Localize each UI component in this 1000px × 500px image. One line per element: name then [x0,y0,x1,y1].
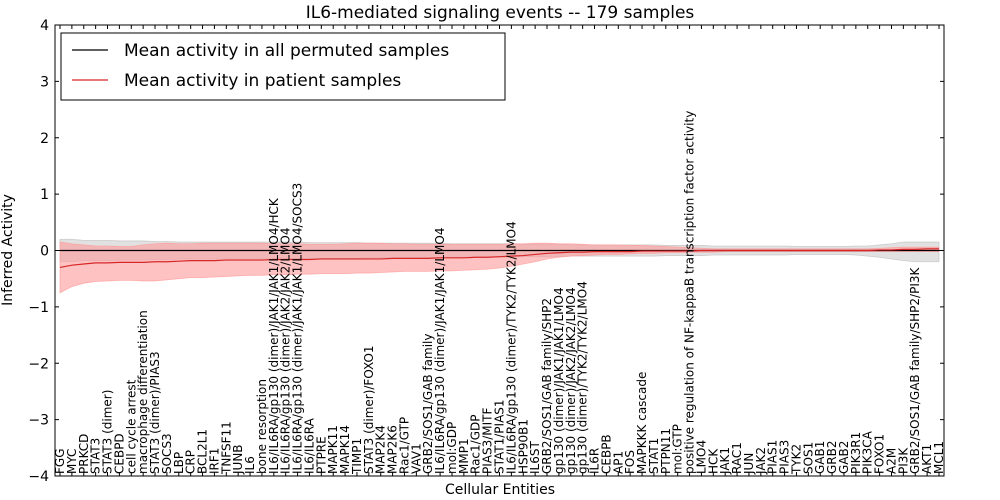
category-label: GRB2 [825,440,839,474]
category-label: Rac1/GTP [397,417,411,474]
category-label: STAT3 (dimer)/PIAS3 [148,351,162,474]
y-tick-label: −3 [28,413,49,429]
legend: Mean activity in all permuted samples Me… [60,32,506,101]
chart-title: IL6-mediated signaling events -- 179 sam… [306,3,695,23]
category-label: IL6/IL6RA/gp130 (dimer)/JAK2/JAK2/LMO4 [279,228,293,474]
category-label: MAP2K6 [386,425,400,474]
category-label: MYC [65,449,79,474]
category-label: GRB2/SOS1/GAB family/SHP2/PI3K [908,266,922,474]
y-tick-label: 0 [40,244,49,260]
category-label: gp130 (dimer)/JAK1/JAK1/LMO4 [552,287,566,474]
category-label: Rac1/GDP [469,415,483,474]
y-tick-label: −4 [28,469,49,485]
axes [54,24,945,477]
y-tick-label: −1 [28,300,49,316]
category-label: MAPK11 [326,425,340,474]
category-label: PTPN11 [659,428,673,474]
category-label: MAPKKK cascade [635,372,649,474]
category-label: STAT3 [89,438,103,474]
category-label: TYK2 [789,444,803,475]
category-label: IL6/IL6RA/gp130 (dimer)/JAK1/JAK1/LMO4/H… [267,197,281,474]
category-label: AP1 [611,451,625,474]
category-label: IL6/IL6RA [302,417,316,474]
y-tick-label: 2 [40,131,49,147]
category-label: IL6R [588,448,602,474]
category-label: STAT3 (dimer)/FOXO1 [362,345,376,474]
category-label: MAP2K4 [374,425,388,474]
legend-label-permuted: Mean activity in all permuted samples [124,41,449,61]
category-label: JAK1 [718,447,732,475]
category-label: PIK3R1 [849,432,863,474]
y-tick-label: 3 [40,74,49,90]
category-label: PTPRE [314,436,328,474]
category-label: JUN [742,453,756,475]
category-label: macrophage differentiation [136,310,150,474]
category-label: PIAS3/MITF [481,407,495,474]
category-label: BCL2L1 [196,429,210,474]
category-label: STAT1/PIAS1 [493,399,507,474]
category-label: IL6 [243,456,257,474]
category-label: PI3K [896,447,910,474]
category-label: IL6/IL6RA/gp130 (dimer)/TYK2/TYK2/LMO4 [504,221,518,474]
category-label: FOS [623,450,637,474]
category-label: cell cycle arrest [124,379,138,474]
category-label: PIAS3 [778,440,792,474]
category-label: FGG [53,449,67,475]
category-label: IL6/IL6RA/gp130 (dimer)/JAK1/JAK1/LMO4 [433,228,447,474]
y-tick-labels: −4 −3 −2 −1 0 1 2 3 4 [28,18,49,485]
y-tick-label: 1 [40,187,49,203]
category-label: RAC1 [730,442,744,474]
category-label: bone resorption [255,379,269,474]
category-label: LBP [172,452,186,474]
category-label: MMP1 [457,438,471,474]
category-label: IL6/IL6RA/gp130 (dimer)/JAK1/JAK1/LMO4/S… [291,183,305,474]
category-label: VAV1 [409,443,423,474]
category-label: CEBPB [599,434,613,474]
series-line-patient [59,248,939,268]
legend-box [60,32,506,101]
category-label: GAB2 [837,441,851,474]
y-tick-label: −2 [28,356,49,372]
category-label: GRB2/SOS1/GAB family [421,334,435,475]
category-label: gp130 (dimer)/TYK2/TYK2/LMO4 [576,281,590,474]
category-label: HCK [706,448,720,474]
category-label: IL6ST [528,441,542,474]
category-label: PRKCD [77,434,91,474]
category-label: CEBPD [112,433,126,474]
y-tick-label: 4 [40,18,49,34]
patient-band [59,241,940,294]
category-label: gp130 (dimer)/JAK2/JAK2/LMO4 [564,287,578,474]
category-label: A2M [884,448,898,474]
category-label: HSP90B1 [516,419,530,474]
x-axis-label: Cellular Entities [445,482,555,498]
category-label: MCL1 [932,441,946,474]
legend-label-patient: Mean activity in patient samples [124,71,401,91]
category-label: PIAS1 [766,440,780,474]
category-label: TNFSF11 [219,421,233,475]
category-label: IRF1 [207,448,221,474]
category-label: mol:GDP [445,422,459,474]
category-label: STAT1 [647,438,661,474]
category-label: FOXO1 [873,434,887,474]
category-label: AKT1 [920,444,934,474]
category-label: MAPK14 [338,425,352,474]
category-label: GRB2/SOS1/GAB family/SHP2 [540,298,554,474]
category-label: LMO4 [694,440,708,474]
category-label: TIMP1 [350,438,364,475]
category-label: positive regulation of NF-kappaB transcr… [683,111,697,474]
category-label: SOCS3 [160,433,174,474]
category-label: GAB1 [813,441,827,474]
category-label: JUNB [231,444,245,475]
category-label: mol:GTP [671,424,685,474]
category-label: SOS1 [801,442,815,474]
y-axis-label: Inferred Activity [0,194,16,306]
category-label: STAT3 (dimer) [101,390,115,474]
category-label: CRP [184,450,198,474]
category-label: PIK3CA [861,430,875,474]
category-label: JAK2 [754,447,768,475]
